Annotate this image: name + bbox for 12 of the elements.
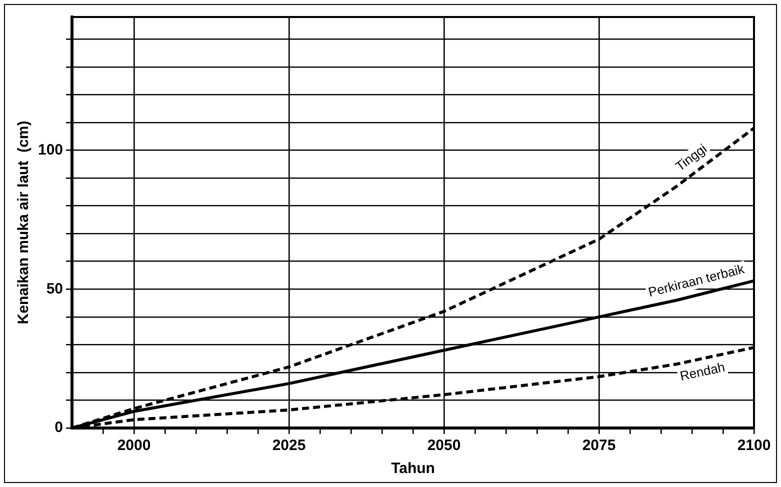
x-tick-label: 2075	[582, 437, 616, 454]
x-tick-label: 2050	[427, 437, 461, 454]
x-tick-label: 2100	[737, 437, 771, 454]
x-tick-label: 2000	[117, 437, 151, 454]
x-tick-label: 2025	[272, 437, 306, 454]
y-axis-title: Kenaikan muka air laut (cm)	[15, 120, 32, 324]
y-tick-label: 100	[38, 141, 64, 158]
y-tick-label: 50	[46, 280, 64, 298]
text: Perkiraan terbaik	[646, 261, 746, 300]
text: Rendah	[678, 359, 726, 384]
y-tick-label: 0	[54, 419, 64, 436]
x-axis-title: Tahun	[391, 460, 435, 478]
